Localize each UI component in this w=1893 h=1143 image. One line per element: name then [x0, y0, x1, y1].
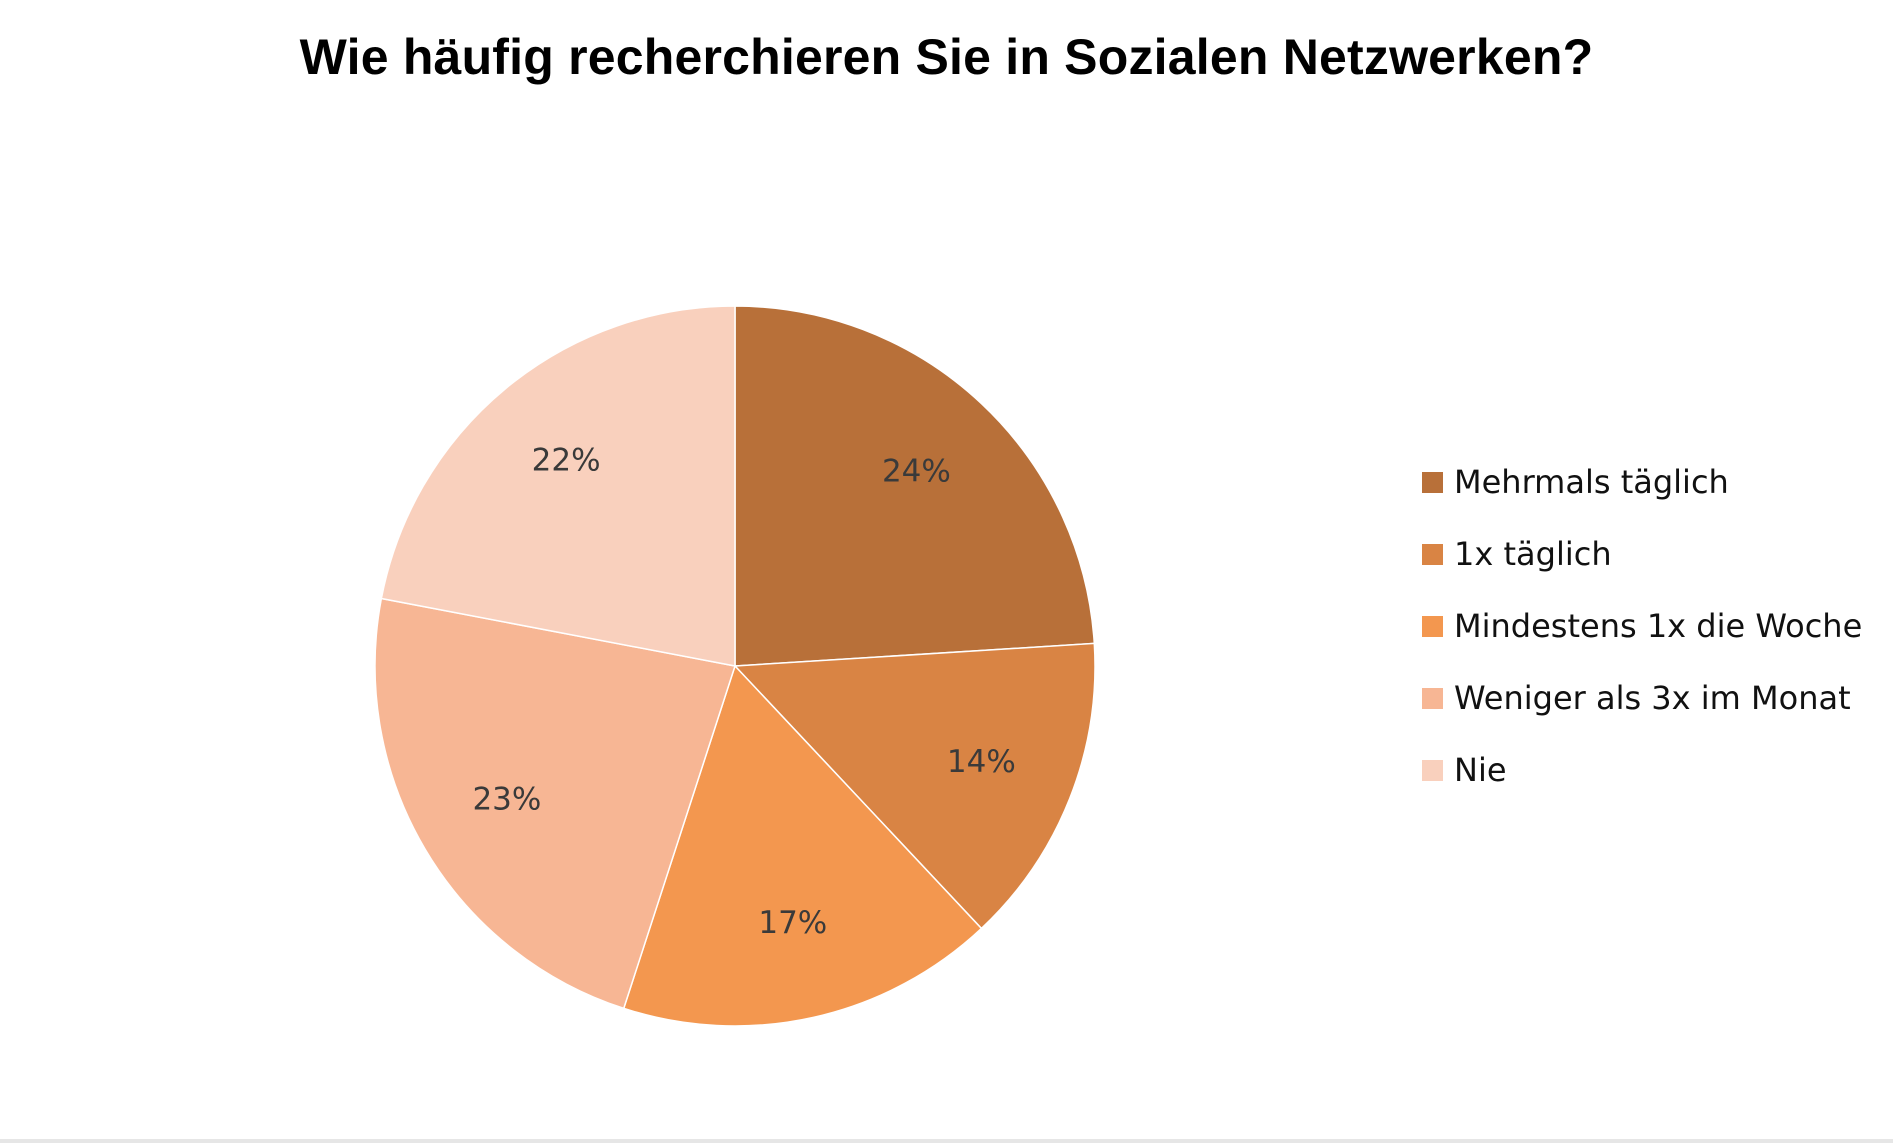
- legend-item: Mehrmals täglich: [1422, 446, 1862, 518]
- slice-data-label: 17%: [758, 905, 827, 941]
- legend-swatch: [1422, 615, 1443, 637]
- pie-slice-2: [733, 642, 1096, 930]
- pie-slice-1: [734, 305, 1096, 667]
- legend-label: Weniger als 3x im Monat: [1454, 679, 1851, 717]
- legend-label: 1x täglich: [1454, 535, 1612, 573]
- legend-item: Weniger als 3x im Monat: [1422, 662, 1862, 734]
- legend-label: Nie: [1454, 751, 1507, 789]
- legend-label: Mehrmals täglich: [1454, 463, 1729, 501]
- legend-label: Mindestens 1x die Woche: [1454, 607, 1863, 645]
- legend-item: Nie: [1422, 734, 1862, 806]
- legend-swatch: [1422, 543, 1443, 565]
- pie-slice-4: [374, 597, 736, 1010]
- pie-slice-5: [380, 305, 736, 667]
- legend-swatch: [1422, 759, 1443, 781]
- chart-legend: Mehrmals täglich 1x täglich Mindestens 1x …: [1422, 446, 1862, 806]
- pie-slice-3: [622, 664, 983, 1027]
- legend-swatch: [1422, 687, 1443, 709]
- legend-swatch: [1422, 471, 1443, 493]
- slice-data-label: 14%: [947, 744, 1016, 780]
- slice-data-label: 23%: [472, 781, 541, 817]
- legend-item: 1x täglich: [1422, 518, 1862, 590]
- legend-item: Mindestens 1x die Woche: [1422, 590, 1862, 662]
- bottom-divider: [0, 1139, 1893, 1143]
- slice-data-label: 24%: [882, 453, 951, 489]
- chart-title: Wie häufig recherchieren Sie in Sozialen…: [299, 29, 1594, 85]
- slice-data-label: 22%: [532, 442, 601, 478]
